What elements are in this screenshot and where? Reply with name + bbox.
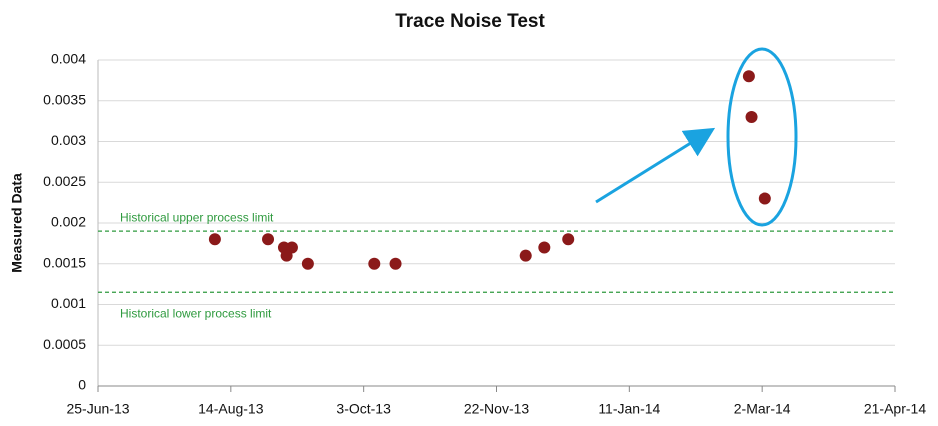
data-point: [745, 111, 758, 124]
x-tick-label: 21-Apr-14: [864, 401, 926, 417]
highlight-ellipse: [726, 47, 798, 227]
data-point: [280, 249, 293, 262]
chart-title: Trace Noise Test: [395, 11, 545, 32]
data-point: [389, 257, 402, 270]
y-tick-label: 0.001: [51, 295, 86, 311]
y-tick-label: 0.0005: [43, 336, 86, 352]
y-tick-label: 0.004: [51, 51, 86, 67]
x-tick-label: 3-Oct-13: [336, 401, 391, 417]
data-point: [301, 257, 314, 270]
y-tick-label: 0.003: [51, 132, 86, 148]
data-point: [758, 192, 771, 205]
limit-label: Historical lower process limit: [120, 306, 272, 320]
data-point: [519, 249, 532, 262]
y-tick-label: 0.002: [51, 214, 86, 230]
y-tick-label: 0: [78, 377, 86, 393]
data-point: [368, 257, 381, 270]
x-tick-label: 22-Nov-13: [464, 401, 530, 417]
y-tick-label: 0.0035: [43, 91, 86, 107]
data-point: [562, 233, 575, 246]
x-tick-label: 2-Mar-14: [734, 401, 791, 417]
x-tick-label: 25-Jun-13: [66, 401, 129, 417]
y-axis-label: Measured Data: [9, 173, 25, 273]
y-tick-label: 0.0025: [43, 173, 86, 189]
y-tick-label: 0.0015: [43, 254, 86, 270]
x-tick-label: 11-Jan-14: [598, 401, 660, 417]
data-point: [262, 233, 275, 246]
data-point: [208, 233, 221, 246]
x-tick-label: 14-Aug-13: [198, 401, 264, 417]
limit-label: Historical upper process limit: [120, 210, 274, 224]
data-point: [538, 241, 551, 254]
data-point: [742, 70, 755, 83]
arrow: [595, 127, 716, 204]
